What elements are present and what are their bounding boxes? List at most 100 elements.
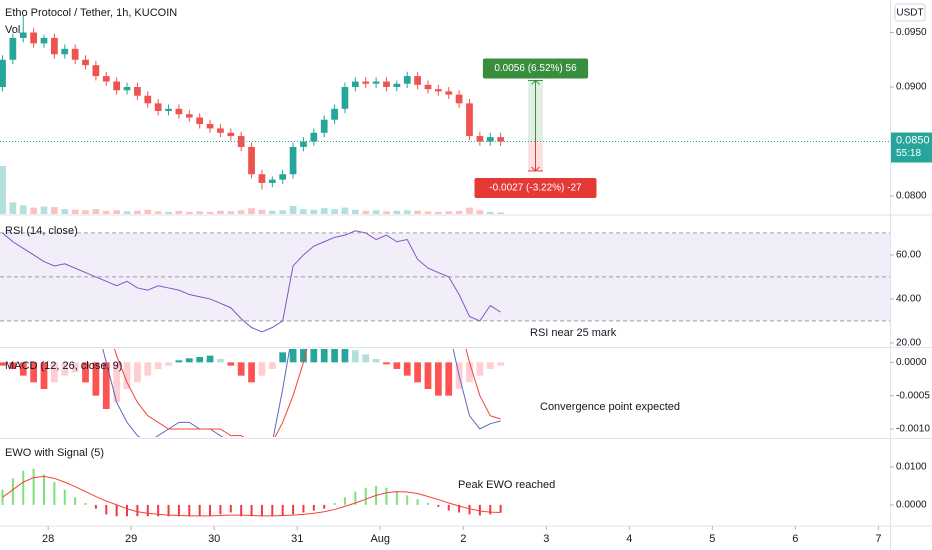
ewo-bar [333,502,336,505]
measure-down-label: -0.0027 (-3.22%) -27 [489,183,582,194]
currency-box[interactable] [894,3,926,22]
macd-histogram-bar [185,358,193,363]
x-tick-label: 29 [125,533,137,545]
macd-histogram-bar [476,362,484,376]
ewo-bar [74,497,77,505]
ewo-bar [188,504,191,517]
candle-body [476,136,484,142]
last-price-box [891,132,932,163]
macd-histogram-bar [165,362,172,366]
volume-bar [175,210,183,214]
candle-body [134,86,141,96]
macd-histogram-bar [175,360,183,363]
macd-histogram-bar [268,362,276,369]
macd-histogram-bar [144,362,152,376]
y-tick-label: 0.0950 [896,27,927,38]
macd-histogram-bar [320,349,328,363]
macd-histogram-bar [248,362,255,383]
ewo-bar [94,504,97,509]
ewo-bar [260,504,263,517]
candle-body [0,59,6,87]
y-tick-label: 0.0000 [896,500,927,511]
candle-body [40,37,48,44]
candle-body [351,81,359,87]
y-tick-label: 40.00 [896,294,921,305]
candle-body [383,81,390,87]
volume-bar [113,210,121,214]
macd-histogram-bar [414,362,421,383]
volume-bar [455,210,463,214]
candle-body [414,76,421,85]
ewo-bar [354,491,357,505]
macd-histogram-bar [383,362,390,365]
macd-histogram-bar [362,354,370,363]
candle-body [82,59,89,66]
candle-body [154,103,162,111]
ewo-bar [115,504,118,517]
rsi-line [2,230,501,333]
volume-bar [154,211,162,214]
x-tick-label: 4 [626,533,632,545]
volume-bar [445,211,453,214]
ewo-bar [209,504,212,516]
macd-histogram-bar [434,362,442,396]
macd-histogram-bar [372,359,380,363]
volume-bar [19,205,27,214]
countdown: 55:18 [896,148,921,159]
candle-body [9,37,17,60]
ewo-bar [146,504,149,517]
candle-body [71,48,79,60]
ewo-bar [198,504,201,517]
volume-bar [320,208,328,214]
ewo-bar [11,478,14,505]
ewo-bar [437,504,440,507]
candle-body [185,114,193,118]
volume-bar [227,211,235,214]
candle-body [331,108,338,120]
ewo-bar [302,504,305,513]
candle-body [445,91,453,95]
ewo-signal-line [2,475,501,517]
candle-body [51,37,58,55]
macd-histogram-bar [102,362,110,409]
ewo-bar [281,504,284,516]
volume-bar [144,209,152,214]
volume-bar [217,210,224,214]
candle-body [248,146,255,175]
volume-bar [341,207,349,214]
ewo-bar [240,504,243,517]
candle-body [289,146,297,175]
volume-bar [71,209,79,214]
measure-down-label-box [474,177,597,198]
candle-body [320,119,328,133]
chart-title: Etho Protocol / Tether, 1h, KUCOIN [5,7,177,19]
ewo-bar [364,487,367,505]
ewo-bar [53,482,56,505]
volume-bar [351,209,359,214]
plot: 28 29 30 31 Aug 2 3 4 5 6 7 0.0950 0.0900 0.0800 0.085… [0,16,932,545]
y-tick-label: 60.00 [896,250,921,261]
ewo-bar [312,504,315,511]
macd-histogram-bar [331,349,338,363]
ewo-bar [343,497,346,505]
ewo-bar [250,504,253,517]
volume-bar [331,209,338,214]
volume-bar [0,166,6,214]
ewo-bar [177,504,180,517]
x-tick-label: 3 [543,533,549,545]
candle-body [372,81,380,84]
x-tick-label: 30 [208,533,220,545]
ewo-bar [406,495,409,505]
ewo-bar [84,502,87,505]
ewo-bar [22,470,25,505]
x-tick-label: 28 [42,533,54,545]
candle-body [362,81,370,84]
ewo-bar [447,504,450,511]
ewo-bar [126,504,129,517]
x-tick-label: 2 [460,533,466,545]
macd-histogram-bar [61,362,69,376]
volume-bar [476,210,484,214]
volume-bar [196,211,204,214]
volume-bar [40,206,48,214]
